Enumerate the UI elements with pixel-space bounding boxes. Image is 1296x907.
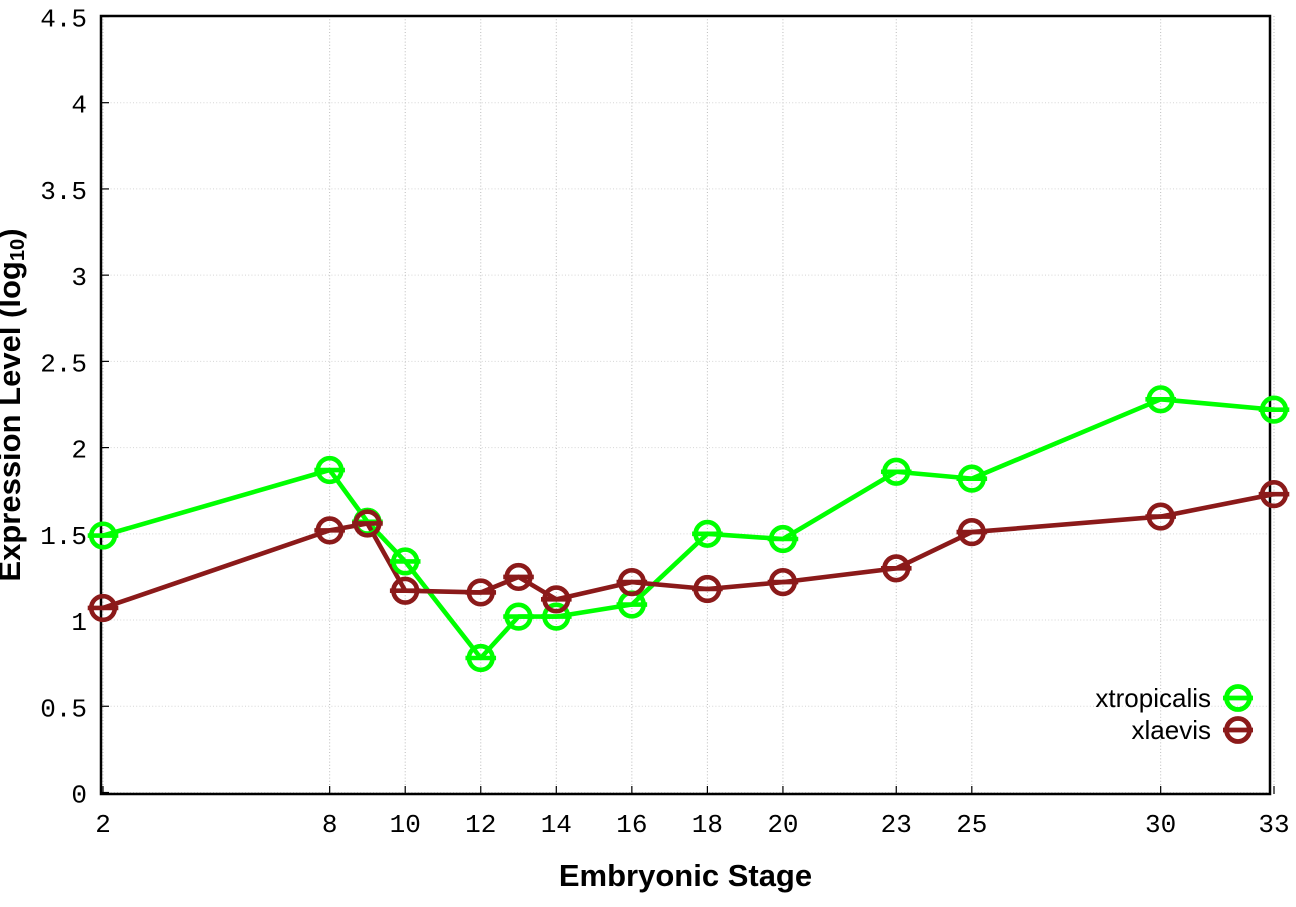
- svg-text:12: 12: [465, 810, 496, 840]
- svg-text:xtropicalis: xtropicalis: [1095, 683, 1211, 713]
- svg-text:16: 16: [616, 810, 647, 840]
- svg-text:xlaevis: xlaevis: [1132, 715, 1211, 745]
- svg-text:2: 2: [71, 436, 87, 466]
- svg-text:3: 3: [71, 263, 87, 293]
- svg-text:23: 23: [881, 810, 912, 840]
- svg-text:14: 14: [541, 810, 572, 840]
- svg-text:1.5: 1.5: [40, 522, 87, 552]
- svg-text:2: 2: [95, 810, 111, 840]
- svg-text:4: 4: [71, 91, 87, 121]
- svg-text:30: 30: [1145, 810, 1176, 840]
- svg-text:20: 20: [767, 810, 798, 840]
- svg-text:8: 8: [322, 810, 338, 840]
- svg-text:0: 0: [71, 781, 87, 811]
- svg-text:0.5: 0.5: [40, 694, 87, 724]
- svg-text:Embryonic Stage: Embryonic Stage: [559, 858, 812, 893]
- svg-text:2.5: 2.5: [40, 349, 87, 379]
- svg-text:25: 25: [956, 810, 987, 840]
- svg-text:10: 10: [390, 810, 421, 840]
- svg-text:1: 1: [71, 608, 87, 638]
- svg-text:18: 18: [692, 810, 723, 840]
- svg-text:4.5: 4.5: [40, 4, 87, 34]
- svg-text:Expression Level (log10): Expression Level (log10): [0, 228, 29, 581]
- svg-text:33: 33: [1258, 810, 1289, 840]
- svg-text:3.5: 3.5: [40, 177, 87, 207]
